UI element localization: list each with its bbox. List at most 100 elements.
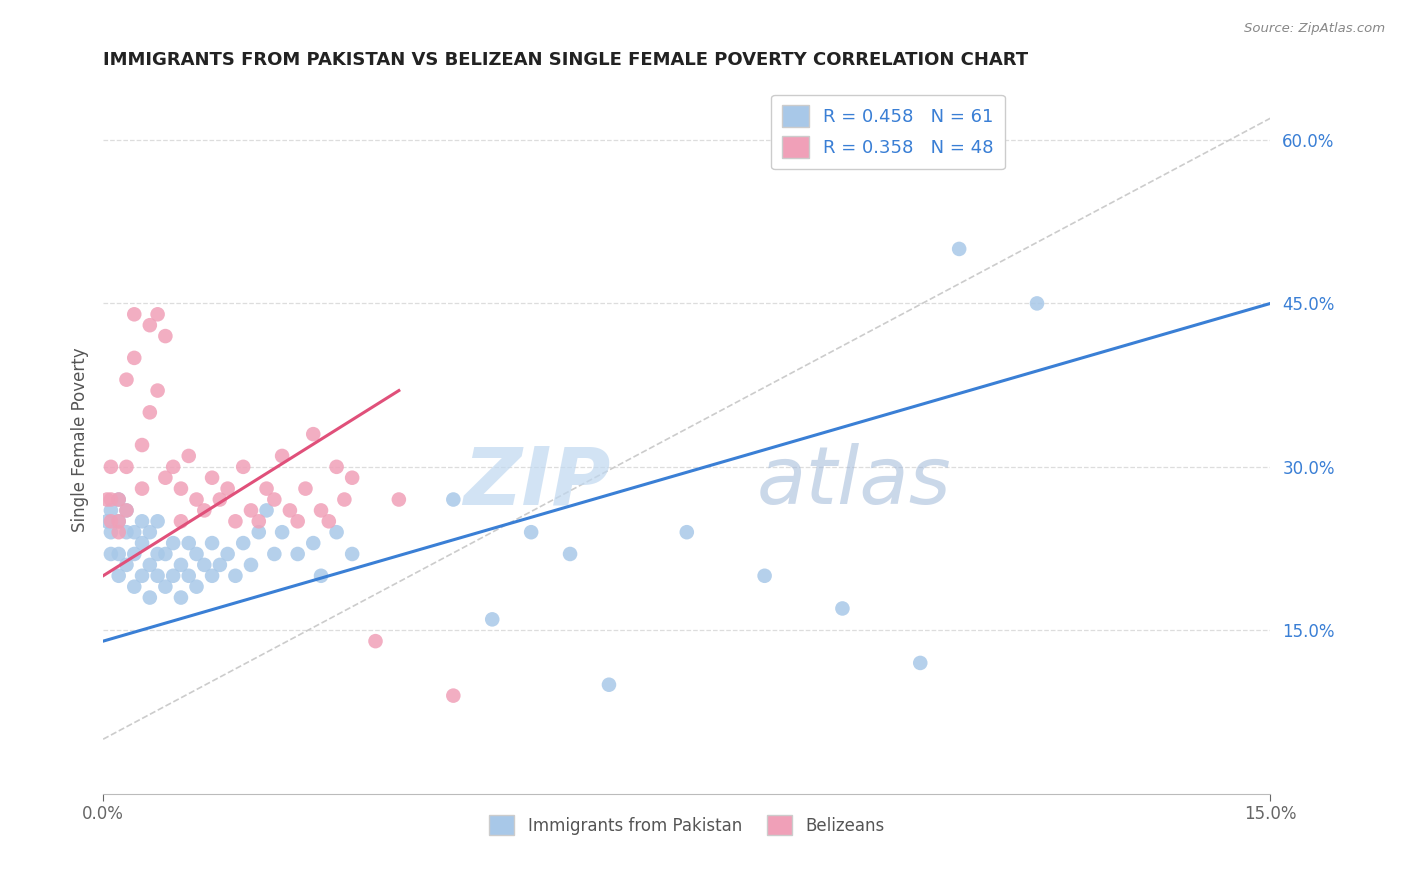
Point [256, 482, 278, 496]
Point [208, 492, 231, 507]
Point [224, 514, 246, 528]
Point [186, 547, 208, 561]
Point [107, 547, 129, 561]
Point [139, 525, 162, 540]
Point [186, 492, 208, 507]
Point [193, 558, 215, 572]
Point [155, 329, 177, 343]
Point [247, 514, 270, 528]
Point [302, 536, 325, 550]
Point [558, 547, 581, 561]
Legend: R = 0.458   N = 61, R = 0.358   N = 48: R = 0.458 N = 61, R = 0.358 N = 48 [770, 95, 1005, 169]
Point [115, 503, 138, 517]
Point [201, 568, 224, 582]
Point [309, 503, 332, 517]
Text: Source: ZipAtlas.com: Source: ZipAtlas.com [1244, 22, 1385, 36]
Point [107, 492, 129, 507]
Point [256, 503, 278, 517]
Point [441, 492, 464, 507]
Point [263, 492, 285, 507]
Point [177, 568, 200, 582]
Point [162, 536, 184, 550]
Point [520, 525, 543, 540]
Point [96, 514, 118, 528]
Point [170, 591, 193, 605]
Point [948, 242, 970, 256]
Point [115, 503, 138, 517]
Point [100, 492, 122, 507]
Point [1026, 296, 1049, 310]
Point [100, 459, 122, 474]
Point [302, 427, 325, 442]
Point [481, 612, 503, 626]
Point [208, 558, 231, 572]
Point [318, 514, 340, 528]
Point [177, 449, 200, 463]
Point [287, 514, 309, 528]
Point [131, 568, 153, 582]
Point [294, 482, 316, 496]
Point [910, 656, 932, 670]
Point [146, 514, 169, 528]
Point [232, 536, 254, 550]
Point [155, 580, 177, 594]
Point [240, 503, 263, 517]
Point [325, 525, 347, 540]
Point [193, 503, 215, 517]
Point [340, 547, 363, 561]
Point [100, 525, 122, 540]
Point [107, 492, 129, 507]
Point [131, 536, 153, 550]
Point [598, 678, 620, 692]
Point [247, 525, 270, 540]
Point [122, 307, 145, 321]
Point [131, 482, 153, 496]
Point [271, 525, 294, 540]
Point [155, 547, 177, 561]
Point [170, 482, 193, 496]
Point [115, 459, 138, 474]
Point [170, 514, 193, 528]
Point [100, 547, 122, 561]
Text: ZIPatlas: ZIPatlas [292, 443, 612, 521]
Point [139, 558, 162, 572]
Point [122, 525, 145, 540]
Point [224, 568, 246, 582]
Point [146, 384, 169, 398]
Point [675, 525, 697, 540]
Point [107, 525, 129, 540]
Point [831, 601, 853, 615]
Point [115, 558, 138, 572]
Point [170, 558, 193, 572]
Point [217, 547, 239, 561]
Point [441, 689, 464, 703]
Point [217, 482, 239, 496]
Point [107, 514, 129, 528]
Text: IMMIGRANTS FROM PAKISTAN VS BELIZEAN SINGLE FEMALE POVERTY CORRELATION CHART: IMMIGRANTS FROM PAKISTAN VS BELIZEAN SIN… [103, 51, 1028, 69]
Point [162, 459, 184, 474]
Point [240, 558, 263, 572]
Point [131, 514, 153, 528]
Point [100, 503, 122, 517]
Point [131, 438, 153, 452]
Point [96, 492, 118, 507]
Point [186, 580, 208, 594]
Point [201, 471, 224, 485]
Point [232, 459, 254, 474]
Point [325, 459, 347, 474]
Point [155, 471, 177, 485]
Point [754, 568, 776, 582]
Point [139, 591, 162, 605]
Y-axis label: Single Female Poverty: Single Female Poverty [72, 347, 89, 532]
Point [139, 318, 162, 333]
Point [146, 568, 169, 582]
Point [115, 373, 138, 387]
Point [388, 492, 411, 507]
Point [146, 547, 169, 561]
Point [333, 492, 356, 507]
Point [100, 514, 122, 528]
Point [146, 307, 169, 321]
Point [107, 514, 129, 528]
Point [340, 471, 363, 485]
Text: ZIP: ZIP [464, 443, 612, 521]
